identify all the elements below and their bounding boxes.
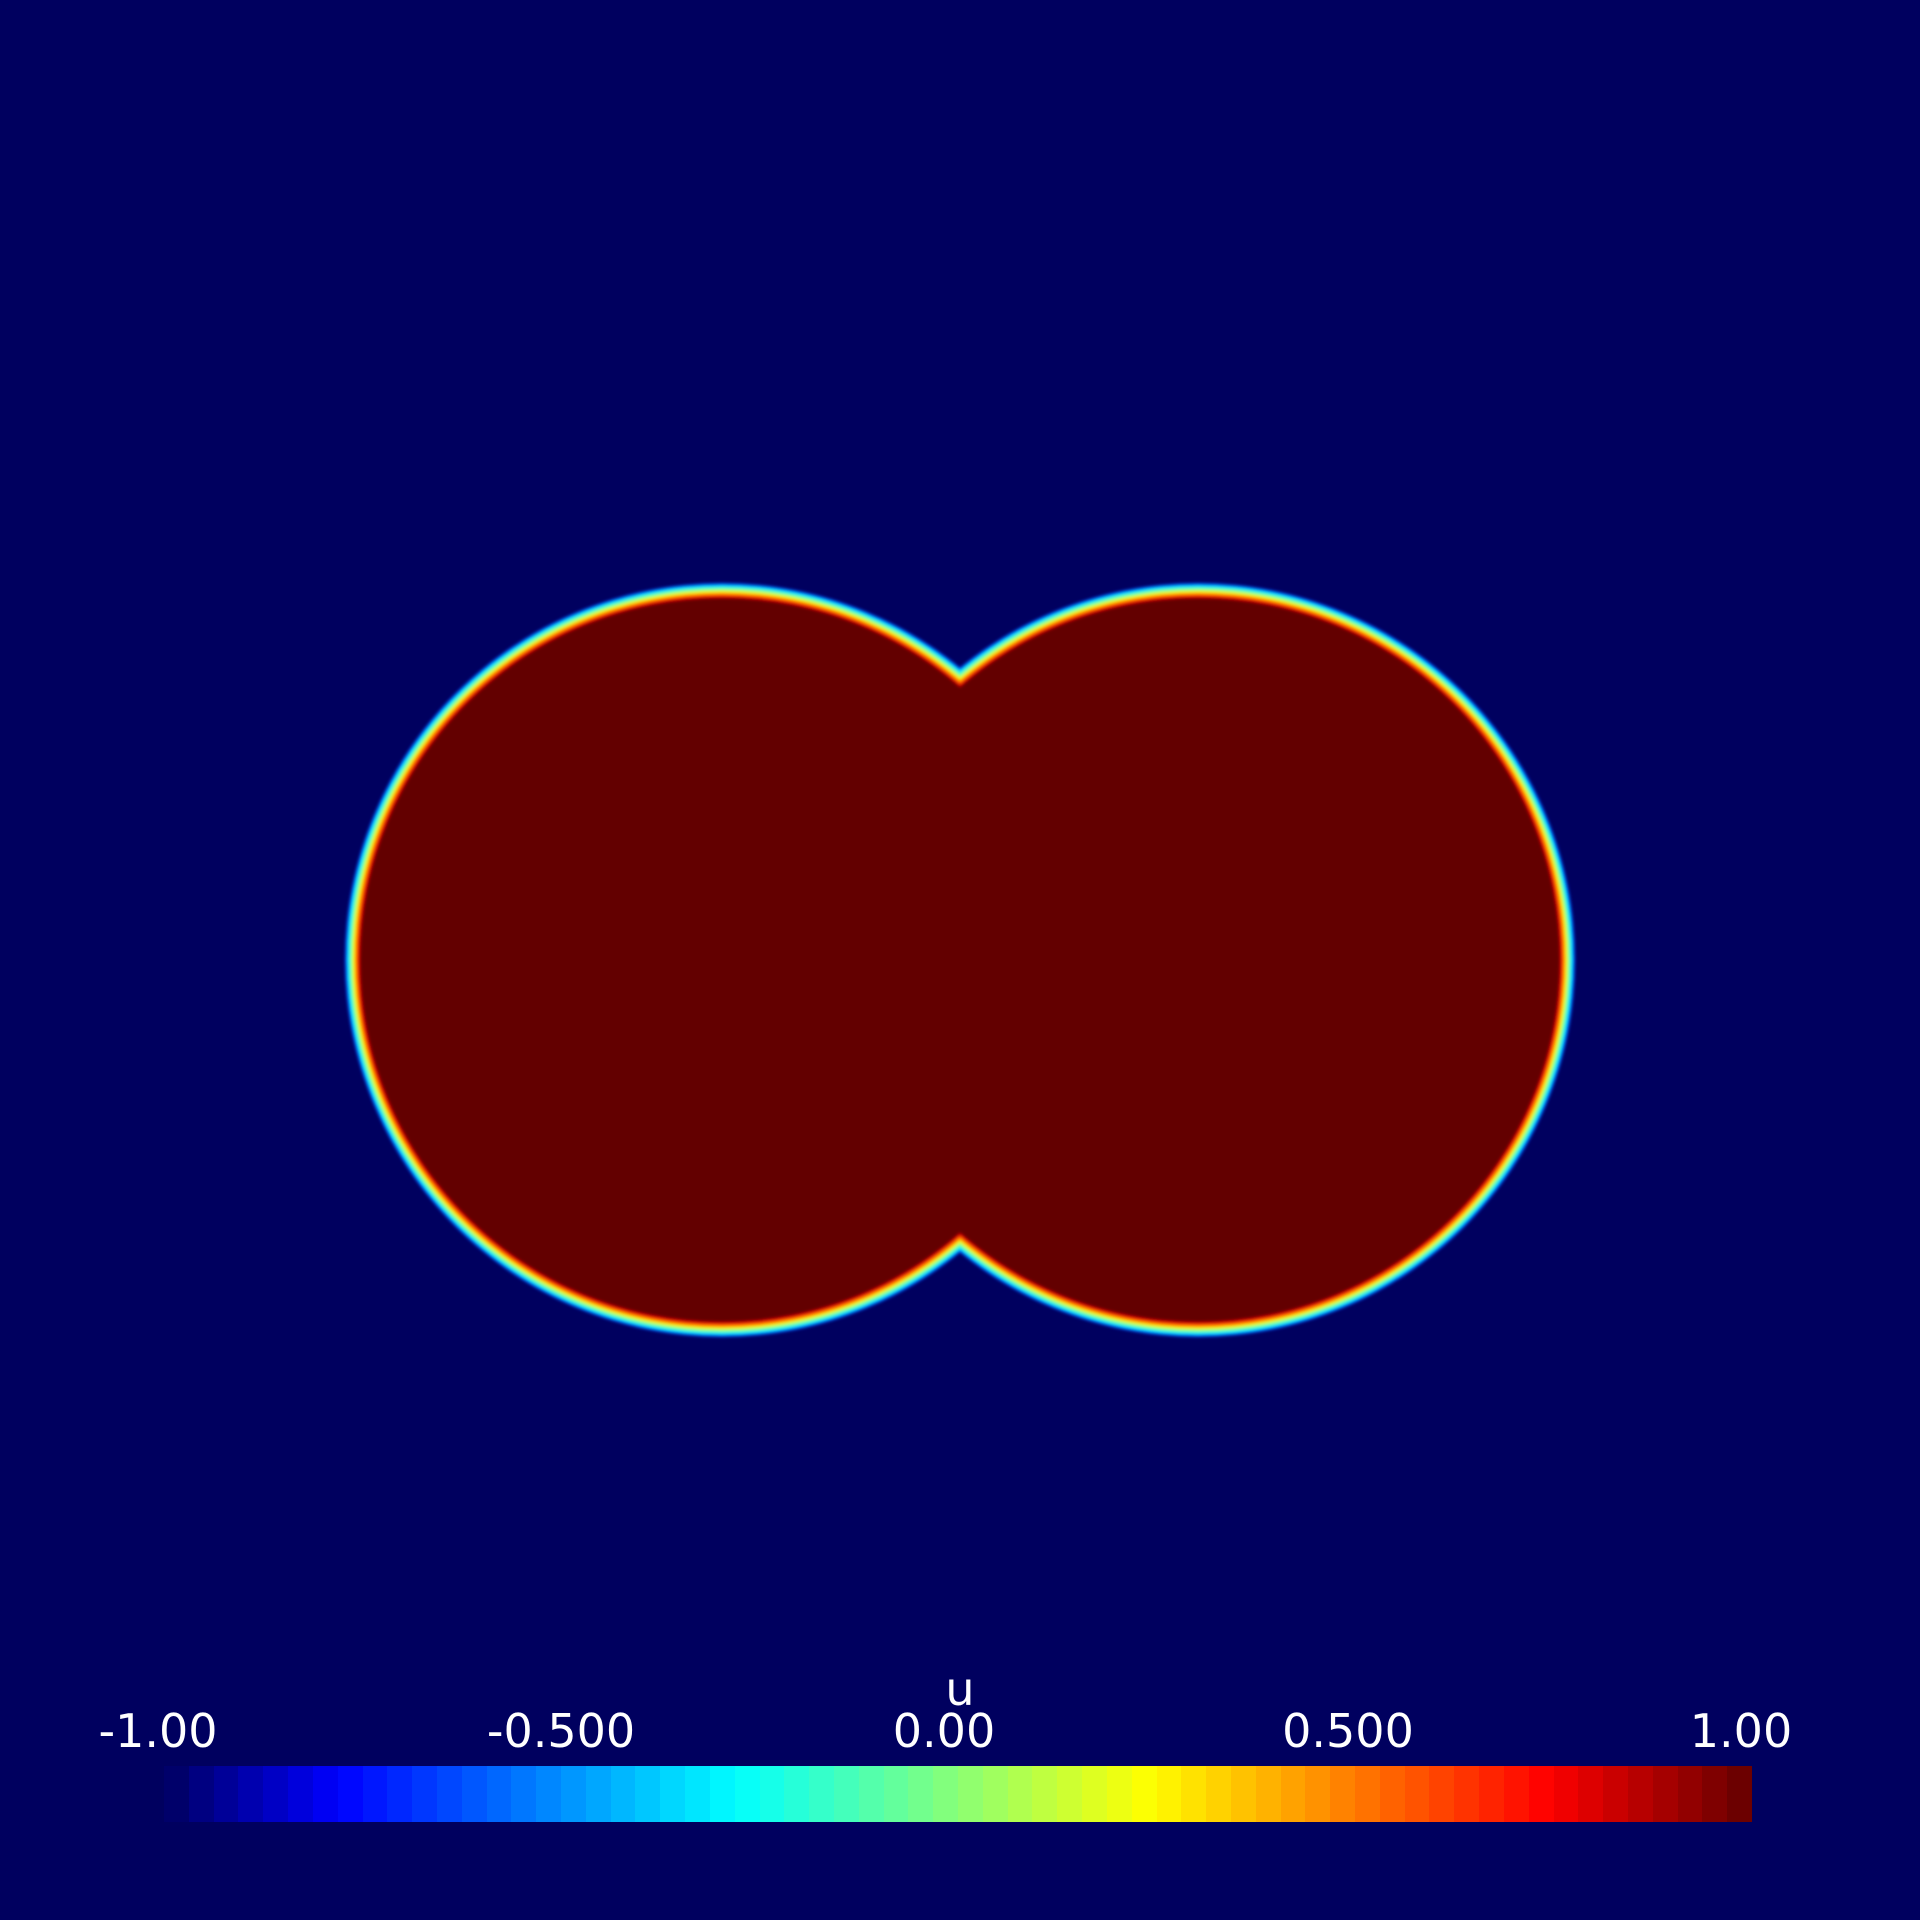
disc-lobe <box>836 598 1560 1322</box>
colorbar-swatch <box>412 1766 437 1822</box>
colorbar-swatch <box>1330 1766 1355 1822</box>
colorbar-swatch <box>610 1766 636 1822</box>
colorbar-swatch <box>1454 1766 1480 1822</box>
colorbar-swatch <box>312 1766 338 1822</box>
colorbar-tick-label: 1.00 <box>1689 1704 1793 1758</box>
colorbar-swatch <box>1305 1766 1331 1822</box>
colorbar-swatch <box>1404 1766 1430 1822</box>
colorbar-swatch <box>1578 1766 1604 1822</box>
colorbar-swatch <box>1553 1766 1579 1822</box>
colorbar-swatch <box>1007 1766 1033 1822</box>
colorbar-swatch <box>1057 1766 1083 1822</box>
interface-layer <box>360 598 1560 1322</box>
colorbar-swatch <box>858 1766 884 1822</box>
colorbar-swatch <box>486 1766 512 1822</box>
colorbar-swatch <box>1603 1766 1628 1822</box>
colorbar-swatch <box>1528 1766 1554 1822</box>
colorbar-swatch <box>1503 1766 1529 1822</box>
colorbar-swatch <box>337 1766 363 1822</box>
colorbar-swatch <box>908 1766 934 1822</box>
colorbar-swatch <box>1727 1766 1752 1822</box>
colorbar <box>164 1766 1752 1822</box>
colorbar-swatch <box>1082 1766 1107 1822</box>
colorbar-tick-label: -0.500 <box>486 1704 636 1758</box>
colorbar-swatch <box>238 1766 264 1822</box>
colorbar-swatch <box>1255 1766 1281 1822</box>
colorbar-swatch <box>164 1766 189 1822</box>
colorbar-swatch <box>1181 1766 1207 1822</box>
colorbar-swatch <box>288 1766 313 1822</box>
colorbar-swatch <box>784 1766 810 1822</box>
colorbar-swatch <box>635 1766 661 1822</box>
colorbar-swatch <box>561 1766 586 1822</box>
colorbar-swatch <box>1106 1766 1132 1822</box>
interface-band <box>345 583 1575 1337</box>
colorbar-tick-label: 0.500 <box>1282 1704 1414 1758</box>
colorbar-swatch <box>883 1766 909 1822</box>
colorbar-swatch <box>536 1766 561 1822</box>
colorbar-swatch <box>1355 1766 1380 1822</box>
colorbar-swatch <box>685 1766 710 1822</box>
colorbar-swatch <box>1702 1766 1728 1822</box>
colorbar-swatch <box>709 1766 735 1822</box>
colorbar-swatch <box>362 1766 388 1822</box>
colorbar-swatch <box>958 1766 983 1822</box>
colorbar-swatch <box>461 1766 487 1822</box>
colorbar-swatch <box>1131 1766 1157 1822</box>
colorbar-swatch <box>213 1766 239 1822</box>
colorbar-swatch <box>1230 1766 1256 1822</box>
colorbar-swatch <box>1627 1766 1653 1822</box>
colorbar-swatch <box>660 1766 686 1822</box>
colorbar-swatch <box>1280 1766 1306 1822</box>
colorbar-swatch <box>387 1766 413 1822</box>
colorbar-swatch <box>1206 1766 1231 1822</box>
colorbar-swatch <box>833 1766 859 1822</box>
colorbar-swatch <box>188 1766 214 1822</box>
colorbar-title: u <box>945 1662 975 1716</box>
colorbar-swatch <box>1652 1766 1678 1822</box>
colorbar-swatch <box>263 1766 289 1822</box>
colorbar-swatch <box>1032 1766 1058 1822</box>
colorbar-swatch <box>933 1766 958 1822</box>
colorbar-swatch <box>1479 1766 1504 1822</box>
colorbar-swatch <box>809 1766 834 1822</box>
colorbar-swatch <box>585 1766 611 1822</box>
colorbar-swatch <box>759 1766 785 1822</box>
colorbar-swatch <box>436 1766 462 1822</box>
colorbar-tick-label: 0.00 <box>892 1704 996 1758</box>
colorbar-swatch <box>734 1766 760 1822</box>
colorbar-swatch <box>511 1766 537 1822</box>
colorbar-swatch <box>1379 1766 1405 1822</box>
colorbar-swatch <box>982 1766 1008 1822</box>
colorbar-tick-label: -1.00 <box>98 1704 218 1758</box>
colorbar-swatch <box>1429 1766 1455 1822</box>
colorbar-swatch <box>1677 1766 1703 1822</box>
colorbar-swatch <box>1156 1766 1182 1822</box>
